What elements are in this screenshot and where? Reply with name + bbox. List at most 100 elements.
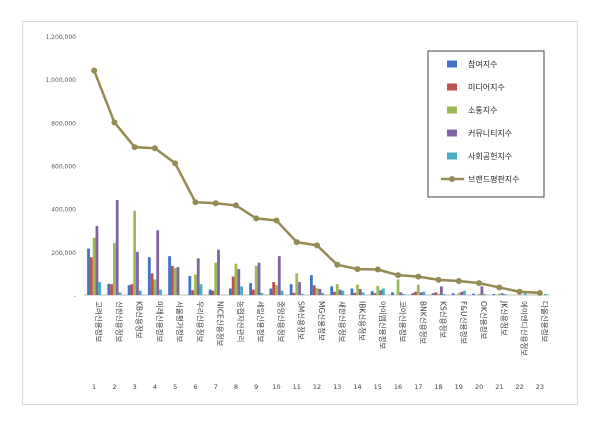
y-tick-label: 600,000 <box>51 164 76 171</box>
bar <box>451 293 455 295</box>
bars <box>87 200 547 296</box>
bar <box>257 262 261 296</box>
line-point <box>496 284 503 291</box>
bar <box>414 291 417 295</box>
line-point <box>395 272 402 279</box>
legend-label: 미디어지수 <box>468 82 505 92</box>
category-label: KS신용정보 <box>439 301 449 338</box>
category-label: 우리신용정보 <box>195 301 205 342</box>
line-point <box>314 242 320 249</box>
bar <box>87 248 90 295</box>
bar <box>463 290 466 295</box>
category-number: 2 <box>112 383 116 391</box>
line-point <box>151 145 158 152</box>
line-series <box>91 67 543 296</box>
category-number: 19 <box>455 383 463 391</box>
category-number: 18 <box>434 383 442 391</box>
legend-swatch <box>447 129 457 137</box>
bar <box>402 293 406 295</box>
bar <box>295 273 299 295</box>
category-number: 17 <box>414 383 422 391</box>
bar <box>399 292 403 295</box>
bar <box>457 292 461 295</box>
bar <box>112 243 116 295</box>
legend-swatch <box>447 83 457 91</box>
bar <box>173 268 177 295</box>
bar <box>439 286 443 295</box>
category-label: 신한신용정보 <box>114 301 124 342</box>
category-number: 23 <box>536 383 544 391</box>
bar <box>92 237 96 295</box>
bar <box>147 257 151 295</box>
legend-label: 참여지수 <box>468 59 497 69</box>
bar <box>492 293 496 295</box>
category-number: 21 <box>495 383 503 391</box>
bar <box>333 291 336 295</box>
bar <box>356 284 359 295</box>
bar <box>431 293 435 295</box>
category-label: 세일신용정보 <box>256 301 266 342</box>
bar <box>341 290 345 295</box>
y-tick-label: 1,200,000 <box>45 34 76 41</box>
category-label: BNK신용정보 <box>418 301 428 344</box>
legend-label: 사회공헌지수 <box>468 152 512 161</box>
bar <box>335 284 339 295</box>
category-label: 새한신용정보 <box>337 301 347 342</box>
category-number: 20 <box>475 383 483 391</box>
bar <box>115 200 119 295</box>
bar <box>373 293 377 295</box>
category-label: 에이엔디신용정보 <box>520 301 530 356</box>
line-point <box>253 215 260 222</box>
bar <box>214 262 218 296</box>
line-point <box>111 119 118 126</box>
bar <box>228 288 232 295</box>
category-number: 15 <box>374 383 382 391</box>
category-label: 아이엠신용정보 <box>378 301 388 349</box>
bar <box>217 249 220 295</box>
line-point <box>374 266 381 273</box>
y-tick-label: 1,000,000 <box>45 77 76 84</box>
legend-swatch <box>447 152 457 160</box>
bar <box>300 293 304 295</box>
bar <box>133 210 137 295</box>
bar <box>170 265 174 295</box>
line-point <box>131 144 138 151</box>
legend-label: 소통지수 <box>468 106 497 115</box>
bar <box>280 290 284 295</box>
category-label: NICE신용정보 <box>216 301 226 346</box>
bar <box>419 292 423 295</box>
bar <box>275 285 278 295</box>
bar <box>361 292 365 295</box>
category-number: 4 <box>153 383 157 391</box>
bar <box>208 289 212 295</box>
bar <box>138 290 142 295</box>
bar <box>249 283 253 295</box>
category-label: 미래신용정보 <box>155 301 165 342</box>
bar <box>277 256 281 295</box>
bar <box>391 292 394 295</box>
x-labels: 고려신용정보 신한신용정보 KB신용정보 미래신용정보 서울평가정보 우리신용정보 NICE… <box>92 300 550 391</box>
category-number: 5 <box>173 383 177 391</box>
category-number: 11 <box>293 383 301 391</box>
category-label: MG신용정보 <box>317 301 327 341</box>
bar <box>194 274 197 295</box>
category-label: 서울평가정보 <box>175 301 185 342</box>
bar <box>358 288 362 295</box>
line-point <box>293 239 300 246</box>
category-number: 12 <box>313 383 321 391</box>
bar <box>130 284 134 295</box>
bar <box>544 293 547 295</box>
bar <box>127 285 131 295</box>
bar <box>168 256 171 295</box>
bar <box>315 288 319 295</box>
category-label: 고려신용정보 <box>94 301 104 342</box>
line-point <box>415 273 422 280</box>
bar <box>159 289 162 295</box>
category-number: 10 <box>272 383 280 391</box>
line-point <box>354 266 361 273</box>
bar <box>191 290 195 295</box>
legend-label: 브랜드평판지수 <box>468 174 520 184</box>
bar <box>396 279 400 295</box>
line-point <box>536 289 543 296</box>
bar <box>237 269 241 295</box>
